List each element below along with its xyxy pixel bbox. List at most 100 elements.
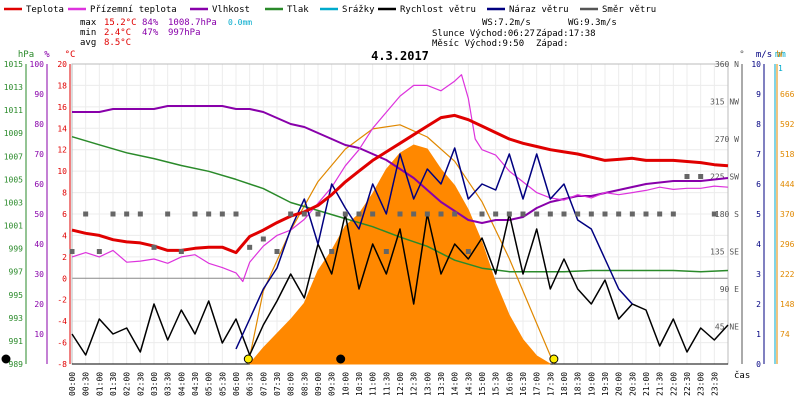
wind-direction-point <box>711 211 717 217</box>
wind-direction-point <box>479 211 485 217</box>
legend-label: Rychlost větru <box>400 5 476 15</box>
wind-direction-point <box>315 211 321 217</box>
axis-tick-label: -4 <box>57 317 67 326</box>
x-tick-label: 12:00 <box>396 372 405 396</box>
wind-direction-point <box>178 249 184 254</box>
axis-tick-label: 270 W <box>715 135 739 144</box>
x-tick-label: 20:30 <box>628 372 637 396</box>
x-tick-label: 01:30 <box>109 372 118 396</box>
stats-sunrise: Slunce Východ:06:27 <box>432 29 535 39</box>
legend-label: Tlak <box>287 5 309 15</box>
wind-direction-point <box>643 211 649 217</box>
axis-tick-label: 997 <box>9 268 24 277</box>
wind-direction-point <box>465 249 471 254</box>
axis-tick-label: 148 <box>780 300 795 309</box>
x-tick-label: 11:30 <box>382 372 391 396</box>
humidity-line <box>72 105 729 224</box>
x-tick-label: 12:30 <box>410 372 419 396</box>
stats-pressure: 1008.7hPa <box>168 18 217 28</box>
stats-moonset: Západ: <box>536 39 569 49</box>
wind-direction-point <box>534 211 540 217</box>
legend: Teplota Přízemní teplota Vlhkost Tlak Srážky… <box>4 5 656 15</box>
axis-tick-label: 222 <box>780 270 795 279</box>
legend-label: Vlhkost <box>212 5 250 15</box>
axis-tick-label: 1007 <box>4 152 23 161</box>
x-tick-label: 02:00 <box>123 372 132 396</box>
axis-tick-label: 360 N <box>715 60 739 69</box>
wind-direction-point <box>397 211 403 217</box>
axis-tick-label: -8 <box>57 360 67 369</box>
x-tick-label: 06:30 <box>246 372 255 396</box>
axis-tick-label: 3 <box>756 270 761 279</box>
axis-tick-label: 370 <box>780 210 795 219</box>
axis-tick-label: 592 <box>780 120 795 129</box>
wind-direction-point <box>493 211 499 217</box>
legend-label: Náraz větru <box>509 5 569 15</box>
wind-direction-point <box>124 211 130 217</box>
axis-tick-label: 315 NW <box>710 98 739 107</box>
legend-label: Přízemní teplota <box>90 5 177 15</box>
x-tick-label: 15:00 <box>478 372 487 396</box>
wind-direction-point <box>69 249 75 254</box>
axis-tick-label: 0 <box>756 360 761 369</box>
pressure-line <box>71 135 729 273</box>
axis-tick-label: 993 <box>9 314 24 323</box>
x-tick-label: 19:00 <box>587 372 596 396</box>
axis-tick-label: 8 <box>62 189 67 198</box>
x-tick-label: 00:30 <box>82 372 91 396</box>
axis-tick-label: 6 <box>756 180 761 189</box>
axis-tick-label: 296 <box>780 240 795 249</box>
axis-tick-label: 10 <box>34 330 44 339</box>
axis-title: °C <box>65 50 76 60</box>
axis-tick-label: 518 <box>780 150 795 159</box>
x-tick-label: 20:00 <box>615 372 624 396</box>
x-tick-label: 09:30 <box>328 372 337 396</box>
x-tick-label: 08:00 <box>287 372 296 396</box>
x-tick-label: 06:00 <box>232 372 241 396</box>
x-tick-label: 05:30 <box>218 372 227 396</box>
axis-tick-label: 0 <box>62 274 67 283</box>
axis-tick-label: 1011 <box>4 106 23 115</box>
axis-tick-label: 4 <box>756 240 761 249</box>
axis-tick-label: 20 <box>34 300 44 309</box>
axis-title: hPa <box>18 50 34 60</box>
x-tick-label: 16:00 <box>505 372 514 396</box>
legend-label: Směr větru <box>602 5 656 15</box>
axis-tick-label: 7 <box>756 150 761 159</box>
axis-tick-label: 100 <box>30 60 45 69</box>
axis-tick-label: 1 <box>756 330 761 339</box>
sunrise-marker <box>243 354 253 364</box>
wind-direction-point <box>452 211 458 217</box>
x-tick-label: 23:30 <box>710 372 719 396</box>
axis-tick-label: 16 <box>57 103 67 112</box>
x-tick-label: 07:30 <box>273 372 282 396</box>
wind-direction-point <box>329 249 335 254</box>
stats-pressure: 997hPa <box>168 28 201 38</box>
axis-tick-label: 80 <box>34 120 44 129</box>
x-tick-label: 21:00 <box>642 372 651 396</box>
axis-tick-label: 10 <box>57 167 67 176</box>
solar-radiation-area <box>249 144 551 365</box>
stats-label: avg <box>80 38 96 48</box>
axis-tick-label: 70 <box>34 150 44 159</box>
wind-direction-point <box>575 211 581 217</box>
wind-direction-point <box>588 211 594 217</box>
axis-tick-label: 995 <box>9 291 24 300</box>
moon-marker <box>1 354 11 364</box>
chart-title: 4.3.2017 <box>371 49 429 63</box>
axis-tick-label: 1001 <box>4 222 23 231</box>
x-tick-label: 10:00 <box>341 372 350 396</box>
x-tick-label: 08:30 <box>300 372 309 396</box>
stats-sunset: Západ:17:38 <box>536 29 596 39</box>
x-tick-label: 14:30 <box>464 372 473 396</box>
axis-tick-label: 4 <box>62 231 67 240</box>
wind-direction-point <box>96 249 102 254</box>
axis-tick-label: 8 <box>756 120 761 129</box>
wind-direction-point <box>274 249 280 254</box>
x-tick-label: 04:30 <box>191 372 200 396</box>
axis-tick-label: 30 <box>34 270 44 279</box>
x-tick-label: 18:30 <box>574 372 583 396</box>
axis-tick-label: 18 <box>57 81 67 90</box>
wind-gust-line <box>235 147 633 350</box>
